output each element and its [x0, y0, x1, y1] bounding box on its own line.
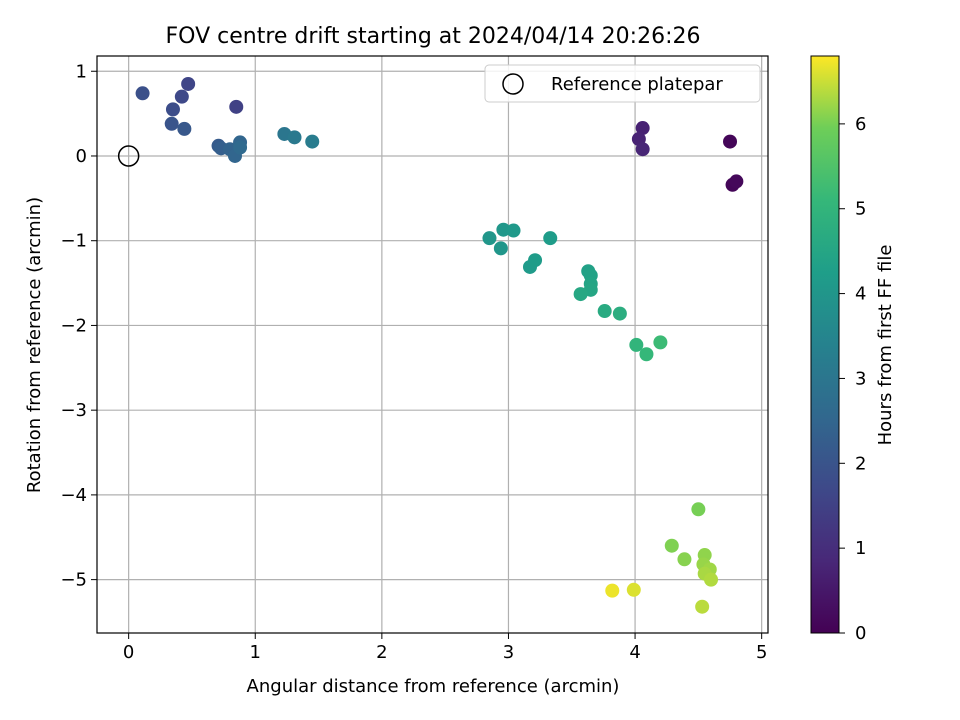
chart-title: FOV centre drift starting at 2024/04/14 …	[166, 24, 701, 49]
legend-box	[484, 64, 761, 103]
y-tick-label: −3	[60, 400, 87, 421]
data-point	[305, 134, 320, 149]
data-point	[653, 335, 668, 350]
colorbar	[811, 56, 839, 633]
y-tick-label: 1	[76, 61, 87, 82]
data-point	[233, 140, 248, 155]
data-point	[506, 223, 521, 238]
y-tick-label: −5	[60, 570, 87, 591]
colorbar-tick-label: 5	[855, 199, 866, 220]
colorbar-frame	[810, 55, 840, 634]
data-point	[165, 102, 180, 117]
legend: Reference platepar	[484, 64, 761, 103]
data-point	[482, 231, 497, 246]
data-point	[695, 599, 710, 614]
data-point	[635, 142, 650, 157]
data-point	[174, 89, 189, 104]
x-tick-label: 1	[250, 642, 261, 663]
colorbar-tick-label: 3	[855, 368, 866, 389]
data-point	[543, 231, 558, 246]
data-point	[287, 130, 302, 145]
data-point	[177, 121, 192, 136]
reference-point-marker	[117, 145, 140, 167]
colorbar-tick-label: 6	[855, 114, 866, 135]
data-point	[229, 99, 244, 114]
data-point	[704, 572, 719, 587]
x-axis-title: Angular distance from reference (arcmin)	[247, 676, 620, 697]
data-point	[629, 337, 644, 352]
y-tick-label: 0	[76, 146, 87, 167]
colorbar-tick-label: 0	[855, 623, 866, 644]
data-point	[597, 304, 612, 319]
colorbar-tick-label: 4	[855, 284, 866, 305]
data-points	[135, 76, 744, 614]
colorbar-tick-label: 1	[855, 538, 866, 559]
x-tick-label: 0	[123, 642, 134, 663]
data-point	[528, 253, 543, 268]
legend-marker	[502, 73, 524, 95]
data-point	[729, 174, 744, 189]
y-tick-label: −1	[60, 231, 87, 252]
data-point	[612, 306, 627, 321]
data-point	[496, 222, 511, 237]
y-tick-label: −2	[60, 315, 87, 336]
data-point	[605, 583, 620, 598]
y-tick-label: −4	[60, 485, 87, 506]
data-point	[573, 287, 588, 302]
legend-label: Reference platepar	[551, 74, 723, 95]
data-point	[181, 76, 196, 91]
data-point	[639, 347, 654, 362]
x-tick-label: 5	[756, 642, 767, 663]
colorbar-tick-label: 2	[855, 453, 866, 474]
colorbar-axis: 0 1 2 3 4 5 6	[839, 114, 866, 644]
data-point	[493, 241, 508, 256]
data-point	[135, 86, 150, 101]
y-axis: 1 0 −1 −2 −3 −4 −5	[60, 61, 97, 591]
data-point	[664, 538, 679, 553]
x-tick-label: 3	[503, 642, 514, 663]
x-tick-label: 2	[376, 642, 387, 663]
data-point	[626, 582, 641, 597]
data-point	[677, 552, 692, 567]
data-point	[691, 502, 706, 517]
data-point	[164, 116, 179, 131]
y-axis-title: Rotation from reference (arcmin)	[24, 197, 45, 493]
x-axis: 0 1 2 3 4 5	[123, 633, 767, 663]
x-tick-label: 4	[629, 642, 640, 663]
data-point	[723, 134, 738, 149]
plot-frame	[96, 55, 769, 634]
data-point	[635, 121, 650, 136]
colorbar-label: Hours from first FF file	[875, 245, 896, 446]
